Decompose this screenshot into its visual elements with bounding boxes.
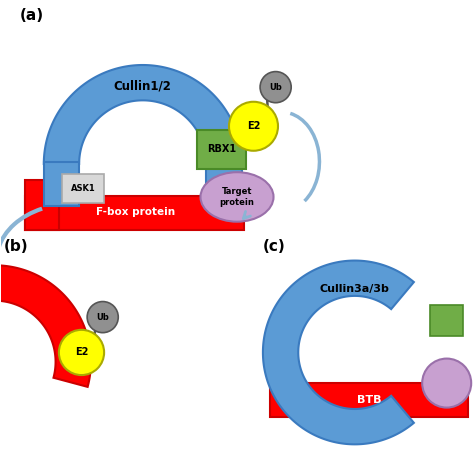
Text: Ub: Ub	[269, 82, 282, 91]
Text: E2: E2	[247, 121, 260, 131]
Circle shape	[59, 330, 104, 375]
Circle shape	[87, 301, 118, 333]
Bar	[62, 174, 104, 203]
Text: BTB: BTB	[357, 395, 381, 405]
Text: Cullin1/2: Cullin1/2	[114, 80, 172, 93]
Text: Cullin3a/3b: Cullin3a/3b	[320, 284, 390, 294]
Text: E2: E2	[75, 347, 88, 357]
Text: F-box protein: F-box protein	[96, 208, 175, 218]
Polygon shape	[0, 265, 91, 387]
Text: ASK1: ASK1	[71, 184, 95, 193]
Polygon shape	[44, 65, 242, 164]
Bar	[430, 305, 463, 336]
Text: (b): (b)	[4, 239, 28, 255]
Bar	[206, 162, 242, 206]
Bar	[270, 383, 468, 417]
Bar	[25, 196, 244, 230]
Bar	[25, 181, 59, 230]
Text: (c): (c)	[263, 239, 286, 255]
Text: Target
protein: Target protein	[219, 187, 255, 207]
Text: Ub: Ub	[96, 313, 109, 321]
Circle shape	[229, 102, 278, 151]
Circle shape	[260, 72, 291, 103]
Bar	[44, 162, 79, 206]
Circle shape	[422, 358, 471, 408]
Bar	[197, 130, 246, 169]
Text: (a): (a)	[20, 9, 45, 23]
Text: RBX1: RBX1	[207, 145, 236, 155]
Polygon shape	[263, 261, 414, 444]
Ellipse shape	[201, 172, 273, 222]
